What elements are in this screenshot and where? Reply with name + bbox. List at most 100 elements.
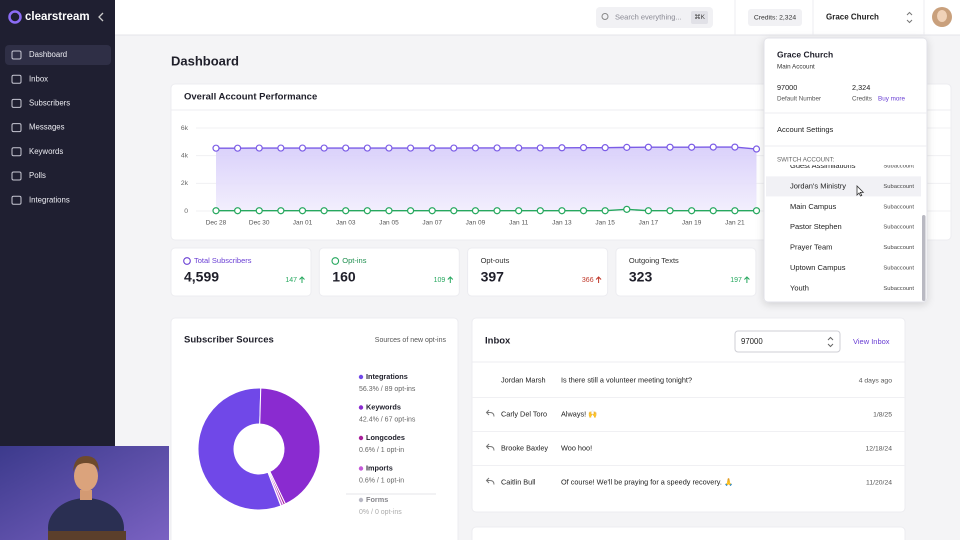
legend-detail: 0.6% / 1 opt-in	[359, 477, 404, 484]
data-point	[472, 145, 478, 151]
subaccount-name[interactable]: Main Campus	[790, 202, 837, 211]
nav-item[interactable]: Keywords	[29, 147, 63, 156]
message-text[interactable]: Is there still a volunteer meeting tonig…	[561, 375, 692, 384]
card-title: Inbox	[485, 336, 511, 347]
data-point	[754, 146, 760, 152]
data-point	[364, 145, 370, 151]
presenter-head	[74, 461, 98, 491]
page-title: Dashboard	[171, 53, 239, 68]
credits-label: Credits	[852, 96, 872, 103]
subaccount-name[interactable]: Pastor Stephen	[790, 222, 842, 231]
message-date: 1/8/25	[873, 411, 892, 418]
data-point	[256, 145, 262, 151]
legend-dot	[359, 405, 363, 409]
subaccount-name[interactable]: Jordan's Ministry	[790, 181, 846, 190]
x-tick-label: Jan 01	[293, 220, 313, 227]
nav-item[interactable]: Dashboard	[29, 50, 67, 59]
legend-name: Longcodes	[366, 433, 405, 442]
data-point	[516, 145, 522, 151]
legend-name: Forms	[366, 495, 388, 504]
nav-item[interactable]: Messages	[29, 123, 65, 132]
default-number: 97000	[777, 83, 797, 92]
data-point	[278, 208, 284, 214]
subaccount-name[interactable]: Youth	[790, 283, 809, 292]
area-fill	[216, 147, 757, 211]
data-point	[689, 144, 695, 150]
nav-item[interactable]: Inbox	[29, 74, 48, 83]
x-tick-label: Jan 21	[725, 220, 745, 227]
message-sender[interactable]: Carly Del Toro	[501, 409, 547, 418]
switch-account-label: SWITCH ACCOUNT:	[777, 157, 835, 164]
presenter-neck	[80, 490, 92, 500]
legend-name: Keywords	[366, 402, 401, 411]
stat-change: 197	[730, 277, 742, 284]
data-point	[754, 208, 760, 214]
message-text[interactable]: Of course! We'll be praying for a speedy…	[561, 477, 733, 486]
message-sender[interactable]: Jordan Marsh	[501, 375, 546, 384]
x-tick-label: Jan 07	[422, 220, 442, 227]
subaccount-type: Subaccount	[883, 286, 914, 292]
x-tick-label: Jan 09	[466, 220, 486, 227]
data-point	[343, 208, 349, 214]
y-tick-label: 0	[184, 208, 188, 215]
data-point	[516, 208, 522, 214]
account-role: Main Account	[777, 64, 815, 71]
view-inbox-link[interactable]: View Inbox	[853, 337, 890, 346]
account-settings-link[interactable]: Account Settings	[777, 125, 834, 134]
credits-value: 2,324	[852, 83, 870, 92]
stat-value: 397	[481, 269, 505, 285]
legend-dot	[359, 498, 363, 502]
stat-value: 160	[332, 269, 356, 285]
subaccount-name[interactable]: Prayer Team	[790, 243, 832, 252]
search-placeholder: Search everything...	[615, 12, 682, 21]
stat-change: 366	[582, 277, 594, 284]
data-point	[299, 145, 305, 151]
nav-item[interactable]: Polls	[29, 171, 46, 180]
data-point	[213, 208, 219, 214]
data-point	[472, 208, 478, 214]
message-text[interactable]: Woo hoo!	[561, 443, 592, 452]
card-title: Overall Account Performance	[184, 92, 317, 103]
subaccount-type: Subaccount	[883, 266, 914, 272]
legend-dot	[359, 436, 363, 440]
stat-change: 109	[434, 277, 446, 284]
data-point	[429, 145, 435, 151]
x-tick-label: Jan 13	[552, 220, 572, 227]
next-card	[472, 527, 905, 540]
x-tick-label: Jan 03	[336, 220, 356, 227]
data-point	[451, 208, 457, 214]
nav-item[interactable]: Integrations	[29, 195, 70, 204]
data-point	[624, 144, 630, 150]
stat-change: 147	[285, 277, 297, 284]
data-point	[537, 145, 543, 151]
lectern	[48, 531, 126, 540]
message-sender[interactable]: Caitlin Bull	[501, 477, 536, 486]
x-tick-label: Dec 28	[206, 220, 227, 227]
account-switcher[interactable]: Grace Church	[826, 13, 879, 22]
legend-dot	[359, 466, 363, 470]
data-point	[667, 208, 673, 214]
x-tick-label: Dec 30	[249, 220, 270, 227]
buy-more-link[interactable]: Buy more	[878, 96, 905, 103]
card-title: Subscriber Sources	[184, 335, 274, 346]
data-point	[386, 145, 392, 151]
data-point	[624, 206, 630, 212]
data-point	[494, 208, 500, 214]
data-point	[602, 208, 608, 214]
data-point	[213, 145, 219, 151]
x-tick-label: Jan 15	[595, 220, 615, 227]
legend-detail: 0.6% / 1 opt-in	[359, 447, 404, 454]
x-tick-label: Jan 19	[682, 220, 702, 227]
legend-detail: 42.4% / 67 opt-ins	[359, 416, 416, 423]
nav-item[interactable]: Subscribers	[29, 98, 70, 107]
y-tick-label: 4k	[181, 152, 189, 159]
legend-name: Integrations	[366, 372, 408, 381]
message-text[interactable]: Always! 🙌	[561, 409, 597, 418]
data-point	[364, 208, 370, 214]
subaccount-name[interactable]: Uptown Campus	[790, 263, 846, 272]
message-sender[interactable]: Brooke Baxley	[501, 443, 548, 452]
data-point	[645, 208, 651, 214]
stat-label: Opt-ins	[342, 256, 366, 265]
stat-value: 4,599	[184, 269, 219, 285]
data-point	[559, 145, 565, 151]
